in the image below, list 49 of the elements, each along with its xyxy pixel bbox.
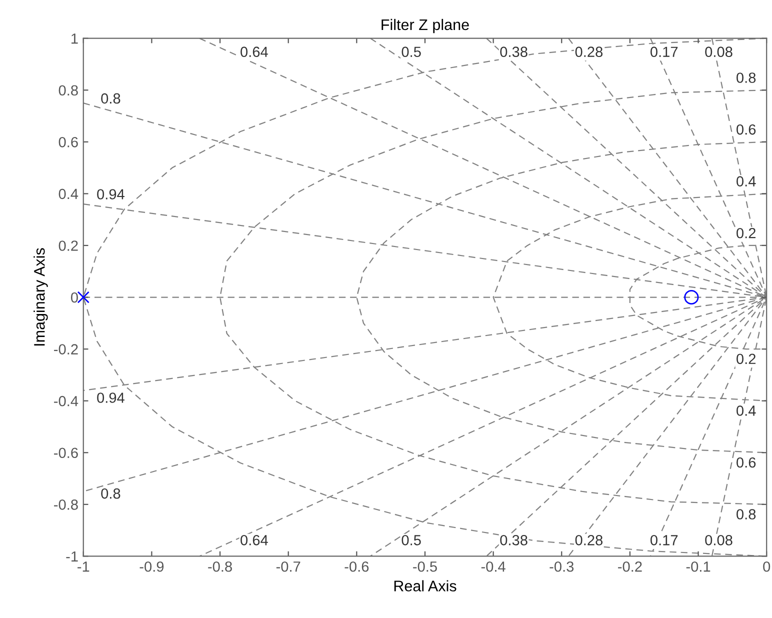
annotation: 0.6 — [736, 124, 756, 135]
y-tick-label: 0 — [70, 292, 78, 303]
y-tick-label: -0.4 — [54, 396, 78, 406]
annotation: 0.17 — [650, 535, 678, 546]
x-axis-title: Real Axis — [394, 580, 456, 592]
y-axis-title: Imaginary Axis — [34, 248, 48, 346]
x-tick-label: -0.2 — [618, 561, 642, 572]
annotation: 0.38 — [500, 535, 528, 546]
chart-title: Filter Z plane — [382, 18, 469, 34]
x-tick-label: -0.1 — [686, 561, 710, 572]
annotation: 0.64 — [240, 46, 268, 58]
annotation: 0.4 — [736, 176, 756, 186]
x-tick-label: -0.5 — [413, 561, 437, 572]
annotation: 0.8 — [101, 488, 120, 499]
x-tick-label: -0.9 — [140, 561, 164, 572]
x-tick-label: -0.8 — [208, 561, 232, 572]
annotation: 0.08 — [705, 535, 732, 546]
annotation: 0.6 — [736, 457, 756, 468]
y-tick-label: 1 — [72, 34, 78, 44]
annotation: 0.4 — [736, 406, 756, 416]
annotation: 0.5 — [402, 535, 421, 546]
y-tick-label: -0.2 — [54, 344, 78, 354]
y-tick-label: 0.6 — [58, 136, 78, 148]
x-tick-label: -0.7 — [276, 561, 300, 572]
annotation: 0.2 — [736, 228, 756, 238]
y-tick-label: 0.2 — [58, 240, 78, 251]
x-tick-label: 0 — [763, 561, 770, 572]
annotation: 0.64 — [240, 535, 268, 546]
annotation: 0.38 — [500, 46, 528, 58]
y-tick-label: 0.8 — [58, 85, 78, 96]
annotation: 0.17 — [650, 46, 678, 58]
y-tick-label: 0.4 — [58, 188, 78, 200]
annotation: 0.94 — [97, 189, 124, 200]
y-tick-label: -1 — [66, 551, 78, 562]
annotation: 0.28 — [575, 535, 603, 546]
annotation: 0.08 — [705, 46, 732, 58]
annotation: 0.5 — [402, 46, 421, 58]
x-tick-label: -0.3 — [550, 561, 574, 572]
x-tick-label: -0.6 — [344, 561, 369, 572]
x-tick-label: -0.4 — [481, 561, 506, 572]
x-tick-label: -1 — [78, 562, 90, 572]
annotation: 0.8 — [736, 509, 756, 520]
annotation: 0.94 — [97, 392, 124, 403]
annotation: 0.8 — [101, 93, 120, 104]
y-tick-label: -0.6 — [54, 448, 78, 458]
annotation: 0.28 — [575, 46, 603, 58]
annotation: 0.2 — [736, 354, 756, 364]
y-tick-label: -0.8 — [54, 500, 78, 510]
annotation: 0.8 — [736, 72, 756, 83]
